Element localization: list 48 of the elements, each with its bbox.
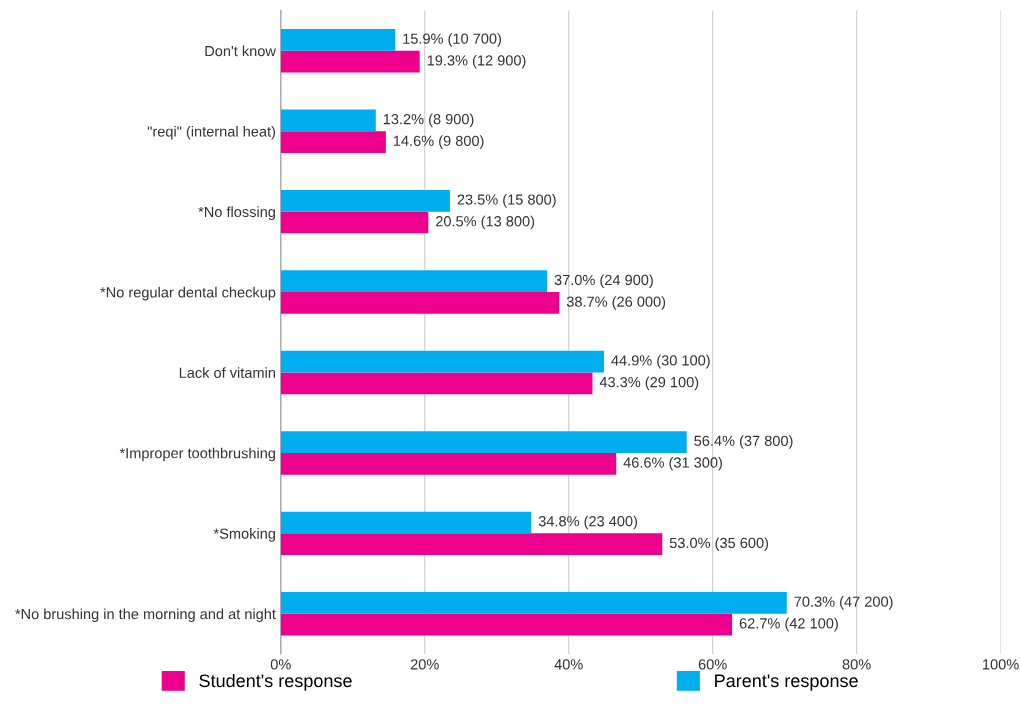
data-label: 46.6% (31 300)	[623, 456, 722, 471]
legend-label: Student's response	[199, 673, 352, 691]
bar	[280, 452, 617, 475]
bar	[280, 270, 548, 293]
bar	[280, 372, 593, 395]
legend-label: Parent's response	[715, 674, 858, 691]
x-tick-label: 60%	[698, 659, 727, 670]
bar	[280, 613, 733, 636]
y-tick-label: Don't know	[205, 45, 276, 57]
bar	[280, 511, 532, 534]
data-label: 43.3% (29 100)	[599, 376, 699, 391]
data-label: 53.0% (35 600)	[669, 537, 769, 551]
x-tick-label: 40%	[554, 659, 583, 670]
bar	[280, 50, 420, 73]
y-tick-label: *No brushing in the morning and at night	[15, 608, 276, 623]
x-tick-label: 20%	[410, 659, 439, 670]
bar	[280, 431, 687, 453]
bar	[280, 109, 376, 132]
x-tick-label: 0%	[270, 659, 291, 670]
data-label: 34.8% (23 400)	[538, 515, 638, 530]
bar	[280, 292, 560, 314]
bar	[280, 211, 429, 234]
x-tick-label: 100%	[983, 659, 1019, 670]
data-label: 20.5% (13 800)	[436, 215, 535, 230]
data-label: 44.9% (30 100)	[611, 354, 710, 369]
data-label: 13.2% (8 900)	[383, 113, 474, 128]
bar	[280, 533, 663, 556]
bar	[280, 131, 386, 153]
data-label: 56.4% (37 800)	[694, 435, 793, 449]
data-label: 37.0% (24 900)	[554, 274, 653, 289]
data-label: 15.9% (10 700)	[403, 33, 501, 47]
data-label: 23.5% (15 800)	[457, 194, 556, 208]
y-tick-label: *Smoking	[213, 528, 275, 542]
data-label: 38.7% (26 000)	[566, 296, 666, 310]
bar	[280, 189, 450, 212]
y-tick-label: Lack of vitamin	[179, 367, 275, 378]
bar	[280, 350, 604, 373]
y-tick-label: *No regular dental checkup	[100, 286, 276, 301]
data-label: 70.3% (47 200)	[794, 596, 893, 610]
data-label: 19.3% (12 900)	[427, 54, 526, 69]
bar	[280, 592, 787, 614]
data-label: 62.7% (42 100)	[739, 617, 838, 632]
y-tick-label: "reqi" (internal heat)	[147, 125, 276, 140]
bar	[280, 29, 396, 51]
y-tick-label: *Improper toothbrushing	[119, 447, 275, 462]
y-tick-label: *No flossing	[198, 206, 275, 220]
x-tick-label: 80%	[842, 659, 871, 670]
data-label: 14.6% (9 800)	[393, 135, 484, 149]
